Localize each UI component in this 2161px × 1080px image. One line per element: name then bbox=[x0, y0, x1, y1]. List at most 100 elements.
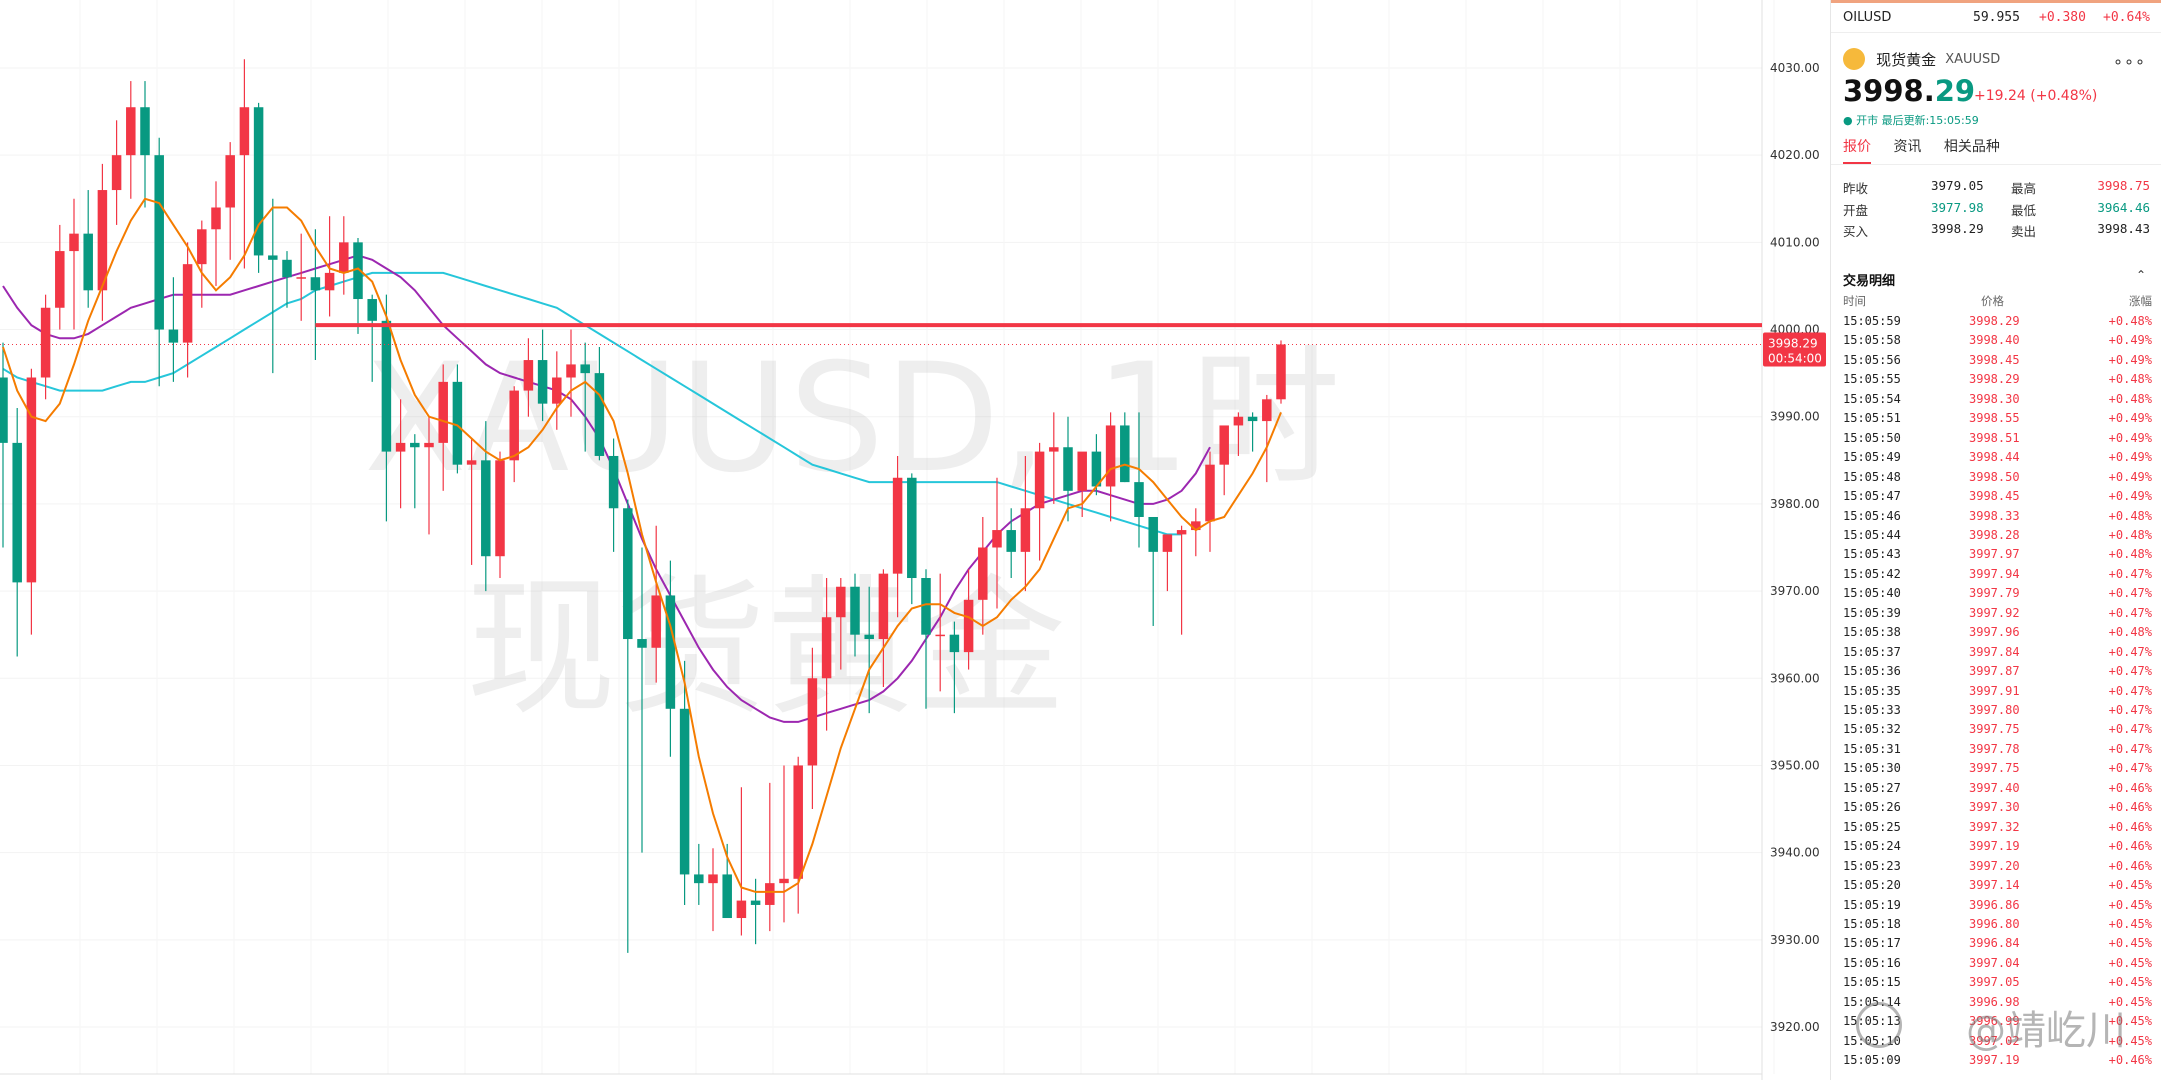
candle-body bbox=[1077, 451, 1087, 491]
trade-price: 3996.99 bbox=[1969, 1014, 2020, 1029]
high-label: 最高 bbox=[2011, 181, 2037, 196]
trade-row: 15:05:32 3997.75 +0.47% bbox=[1831, 722, 2161, 742]
watchlist-row-oilusd[interactable]: OILUSD 59.955 +0.380 +0.64% bbox=[1831, 0, 2161, 33]
trade-time: 15:05:58 bbox=[1843, 333, 1901, 348]
trades-header-time: 时间 bbox=[1843, 294, 1866, 308]
tab-quote[interactable]: 报价 bbox=[1843, 136, 1871, 165]
trade-price: 3997.14 bbox=[1969, 878, 2020, 893]
trade-change: +0.48% bbox=[2108, 625, 2152, 640]
trade-change: +0.46% bbox=[2108, 800, 2152, 815]
price-integer: 3998. bbox=[1843, 74, 1935, 108]
trade-price: 3997.19 bbox=[1969, 839, 2020, 854]
trade-price: 3998.44 bbox=[1969, 450, 2020, 465]
trade-time: 15:05:55 bbox=[1843, 372, 1901, 387]
candle-body bbox=[1034, 451, 1045, 509]
trade-price: 3997.87 bbox=[1969, 664, 2020, 679]
candle-body bbox=[55, 251, 65, 308]
trade-change: +0.47% bbox=[2108, 741, 2152, 756]
candle-body bbox=[1020, 508, 1031, 552]
trade-price: 3998.29 bbox=[1969, 372, 2020, 387]
trade-time: 15:05:17 bbox=[1843, 936, 1901, 951]
trade-change: +0.47% bbox=[2108, 761, 2152, 776]
price-axis-tick-label: 3950.00 bbox=[1770, 758, 1820, 772]
trade-price: 3997.78 bbox=[1969, 741, 2020, 756]
candle-body bbox=[793, 765, 803, 879]
trade-time: 15:05:37 bbox=[1843, 644, 1901, 659]
trade-change: +0.49% bbox=[2108, 489, 2152, 504]
more-menu-icon[interactable]: ∘∘∘ bbox=[2112, 52, 2146, 71]
price-axis-tick-label: 3920.00 bbox=[1770, 1020, 1820, 1034]
trade-change: +0.47% bbox=[2108, 703, 2152, 717]
trade-time: 15:05:27 bbox=[1843, 780, 1901, 795]
candle-body bbox=[1120, 425, 1130, 483]
candle-body bbox=[594, 373, 605, 456]
trade-time: 15:05:25 bbox=[1843, 819, 1901, 834]
candle-body bbox=[253, 107, 264, 256]
trade-row: 15:05:58 3998.40 +0.49% bbox=[1831, 333, 2161, 353]
trade-change: +0.45% bbox=[2108, 955, 2152, 970]
trade-change: +0.49% bbox=[2108, 352, 2152, 367]
candle-body bbox=[836, 586, 846, 618]
trade-row: 15:05:44 3998.28 +0.48% bbox=[1831, 528, 2161, 548]
low-value: 3964.46 bbox=[2097, 200, 2150, 215]
candle-body bbox=[154, 155, 164, 330]
trade-row: 15:05:19 3996.86 +0.45% bbox=[1831, 898, 2161, 918]
prev-close-label: 昨收 bbox=[1843, 181, 1869, 196]
candle-body bbox=[736, 900, 747, 919]
tab-news[interactable]: 资讯 bbox=[1893, 139, 1922, 155]
candlestick-chart-svg[interactable]: XAUUSD, 1时现货黄金4030.004020.004010.004000.… bbox=[0, 0, 1830, 1080]
trade-price: 3997.75 bbox=[1969, 761, 2020, 776]
candle-body bbox=[1276, 344, 1286, 400]
candle-body bbox=[0, 377, 8, 443]
candle-body bbox=[978, 547, 988, 600]
trade-time: 15:05:20 bbox=[1843, 878, 1901, 893]
prev-close-value: 3979.05 bbox=[1931, 178, 1984, 193]
bid-label: 买入 bbox=[1843, 224, 1869, 239]
trade-row: 15:05:16 3997.04 +0.45% bbox=[1831, 956, 2161, 976]
trade-price: 3998.40 bbox=[1969, 333, 2020, 348]
trade-price: 3997.05 bbox=[1969, 975, 2020, 990]
watchlist-pct: +0.64% bbox=[2103, 10, 2150, 25]
candle-body bbox=[1049, 447, 1059, 452]
trade-price: 3998.33 bbox=[1969, 508, 2020, 523]
candle-body bbox=[1247, 416, 1258, 422]
candle-body bbox=[637, 639, 647, 648]
price-chart[interactable]: XAUUSD, 1时 现货黄金 4030.00 4020.00 4010.00 4000.… bbox=[0, 0, 1830, 1080]
price-axis-tick-label: 3930.00 bbox=[1770, 933, 1820, 947]
watchlist-change: +0.380 bbox=[2039, 10, 2086, 25]
candle-body bbox=[381, 320, 392, 452]
tab-related[interactable]: 相关品种 bbox=[1943, 139, 2000, 155]
ma-fast-line bbox=[2, 197, 1282, 893]
candle-body bbox=[1233, 416, 1244, 426]
ma-mid-line bbox=[2, 254, 1211, 723]
trade-price: 3998.30 bbox=[1969, 391, 2020, 406]
gold-coin-icon bbox=[1843, 48, 1865, 70]
trade-price: 3997.80 bbox=[1969, 703, 2020, 717]
candle-body bbox=[523, 360, 534, 391]
candle-body bbox=[310, 277, 321, 291]
candle-body bbox=[481, 460, 491, 557]
trade-price: 3997.92 bbox=[1969, 605, 2020, 620]
candle-body bbox=[1162, 534, 1173, 552]
candle-body bbox=[623, 508, 633, 640]
price-axis-tick-label: 3980.00 bbox=[1770, 497, 1820, 511]
low-label: 最低 bbox=[2011, 203, 2037, 218]
trade-change: +0.47% bbox=[2108, 586, 2152, 601]
candle-body bbox=[452, 381, 463, 465]
trade-time: 15:05:30 bbox=[1843, 761, 1901, 776]
trade-time: 15:05:46 bbox=[1843, 508, 1901, 523]
candle-body bbox=[168, 329, 179, 343]
trade-row: 15:05:55 3998.29 +0.48% bbox=[1831, 372, 2161, 392]
trade-change: +0.48% bbox=[2108, 527, 2152, 542]
symbol-name: 现货黄金 bbox=[1876, 50, 1937, 69]
trade-price: 3997.79 bbox=[1969, 586, 2020, 601]
trade-price: 3998.51 bbox=[1969, 430, 2020, 445]
trade-time: 15:05:48 bbox=[1843, 469, 1901, 484]
candle-body bbox=[1262, 399, 1272, 422]
trade-time: 15:05:36 bbox=[1843, 664, 1901, 679]
trade-price: 3997.97 bbox=[1969, 547, 2020, 562]
trade-time: 15:05:40 bbox=[1843, 586, 1901, 601]
collapse-chevron-icon[interactable]: ⌃ bbox=[2135, 268, 2146, 282]
trade-row: 15:05:14 3996.98 +0.45% bbox=[1831, 995, 2161, 1015]
candle-body bbox=[424, 442, 434, 448]
